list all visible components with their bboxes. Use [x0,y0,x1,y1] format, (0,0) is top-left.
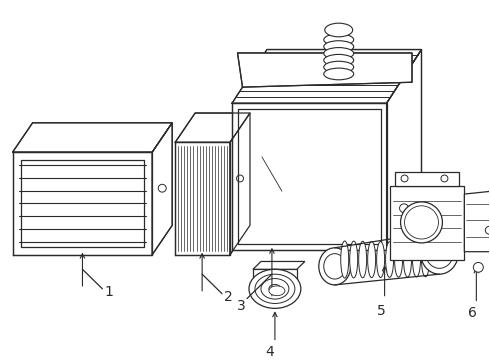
Polygon shape [13,152,152,255]
Text: 5: 5 [377,304,386,318]
Ellipse shape [425,237,453,268]
Ellipse shape [420,231,458,274]
Ellipse shape [368,242,376,278]
Text: 1: 1 [104,285,113,299]
Ellipse shape [324,68,354,80]
Polygon shape [232,50,421,103]
Ellipse shape [249,269,301,309]
Text: 2: 2 [224,290,233,303]
Ellipse shape [324,61,354,73]
Ellipse shape [324,48,354,59]
Ellipse shape [485,226,490,234]
Bar [253,269,297,294]
Polygon shape [230,113,250,255]
Ellipse shape [473,262,483,272]
Ellipse shape [421,242,429,277]
Ellipse shape [255,274,295,303]
Ellipse shape [394,242,403,277]
Ellipse shape [400,202,442,243]
Ellipse shape [377,242,385,278]
Text: 3: 3 [237,300,246,314]
Ellipse shape [319,248,351,285]
Ellipse shape [405,206,439,239]
Ellipse shape [324,41,354,53]
Ellipse shape [325,23,353,37]
Ellipse shape [341,241,349,278]
Ellipse shape [269,286,285,296]
Ellipse shape [399,204,409,213]
Text: 6: 6 [468,306,477,320]
Polygon shape [238,53,412,87]
Ellipse shape [359,241,367,278]
Polygon shape [465,191,490,252]
Ellipse shape [158,184,166,192]
Polygon shape [232,103,387,250]
Ellipse shape [269,284,281,293]
Ellipse shape [324,254,346,279]
Ellipse shape [261,279,289,299]
Ellipse shape [237,175,244,182]
Ellipse shape [404,242,412,277]
Ellipse shape [413,242,420,277]
Ellipse shape [324,54,354,66]
Bar [390,186,465,260]
Polygon shape [175,142,230,255]
Ellipse shape [441,175,448,182]
Ellipse shape [350,241,358,278]
Polygon shape [253,261,305,269]
Ellipse shape [386,242,393,277]
Polygon shape [394,172,460,186]
Polygon shape [13,123,172,152]
Polygon shape [152,123,172,255]
Polygon shape [175,113,250,142]
Text: 4: 4 [266,345,274,359]
Ellipse shape [401,175,408,182]
Polygon shape [387,50,421,250]
Ellipse shape [324,34,354,46]
